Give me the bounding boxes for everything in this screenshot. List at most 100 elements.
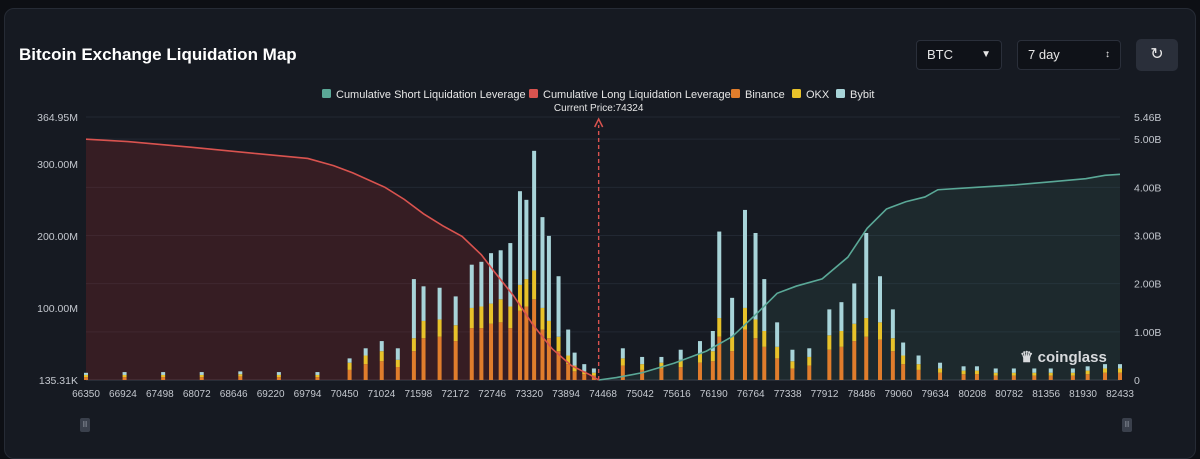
bar-okx xyxy=(775,346,780,359)
bar-bybit xyxy=(877,276,882,323)
page-title: Bitcoin Exchange Liquidation Map xyxy=(19,45,297,64)
bar-bybit xyxy=(379,341,384,352)
bar-bybit xyxy=(546,235,551,321)
bar-binance xyxy=(730,351,735,380)
y-left-tick-label: 364.95M xyxy=(37,112,78,124)
bar-okx xyxy=(498,299,503,323)
legend-label: Cumulative Long Liquidation Leverage xyxy=(543,89,731,101)
bar-bybit xyxy=(753,232,758,320)
bar-bybit xyxy=(411,279,416,339)
zoom-handle-left[interactable]: II xyxy=(80,418,90,432)
bar-bybit xyxy=(315,372,320,375)
bar-binance xyxy=(938,372,943,380)
bar-bybit xyxy=(469,264,474,308)
x-tick-label: 81930 xyxy=(1069,389,1097,400)
bar-binance xyxy=(620,365,625,380)
bar-bybit xyxy=(395,348,400,360)
bar-binance xyxy=(852,341,857,380)
bar-binance xyxy=(238,376,243,380)
bar-okx xyxy=(901,355,906,365)
bar-binance xyxy=(122,377,127,380)
bar-okx xyxy=(411,338,416,352)
legend-label: Binance xyxy=(745,89,785,101)
bar-bybit xyxy=(807,348,812,357)
x-tick-label: 66350 xyxy=(72,389,100,400)
bar-bybit xyxy=(1048,368,1053,373)
bar-binance xyxy=(161,377,166,380)
bar-bybit xyxy=(864,232,869,319)
bar-bybit xyxy=(717,231,722,319)
bar-okx xyxy=(762,330,767,347)
bar-bybit xyxy=(1011,368,1016,373)
bar-okx xyxy=(1118,368,1122,373)
bar-okx xyxy=(363,355,368,365)
refresh-button[interactable]: ↻ xyxy=(1136,39,1178,71)
bar-okx xyxy=(556,336,561,352)
bar-okx xyxy=(742,307,747,330)
bar-okx xyxy=(839,330,844,347)
x-tick-label: 68072 xyxy=(183,389,211,400)
bar-okx xyxy=(790,361,795,369)
coin-select[interactable]: BTC ▼ xyxy=(916,40,1002,70)
bar-binance xyxy=(437,336,442,380)
y-left-tick-label: 100.00M xyxy=(37,303,78,315)
bar-bybit xyxy=(890,309,895,339)
bar-bybit xyxy=(790,349,795,362)
long-liquidation-line xyxy=(85,138,600,381)
bar-okx xyxy=(379,351,384,362)
bar-okx xyxy=(566,355,571,365)
bar-binance xyxy=(508,328,513,380)
legend-swatch xyxy=(529,89,538,98)
x-tick-label: 69794 xyxy=(294,389,322,400)
bar-okx xyxy=(697,354,702,363)
bar-binance xyxy=(901,364,906,380)
zoom-scrollbar[interactable]: II II xyxy=(80,418,1132,432)
bar-binance xyxy=(678,367,683,380)
bar-binance xyxy=(864,336,869,380)
y-right-tick-label: 0 xyxy=(1134,375,1140,387)
bar-binance xyxy=(640,369,645,380)
legend-swatch xyxy=(792,89,801,98)
bar-okx xyxy=(453,325,458,342)
coinglass-watermark: ♛ coinglass xyxy=(1020,348,1107,366)
bar-okx xyxy=(678,359,683,368)
bar-bybit xyxy=(697,341,702,355)
refresh-icon: ↻ xyxy=(1150,46,1164,63)
x-tick-label: 79634 xyxy=(921,389,949,400)
x-tick-label: 77912 xyxy=(811,389,839,400)
bar-binance xyxy=(659,368,664,380)
short-liquidation-line xyxy=(598,173,1121,381)
bar-okx xyxy=(591,372,596,376)
caret-down-icon: ▼ xyxy=(981,49,991,60)
bar-binance xyxy=(315,377,320,380)
bar-binance xyxy=(1011,375,1016,380)
y-left-tick-label: 135.31K xyxy=(39,375,78,387)
bar-okx xyxy=(1011,372,1016,376)
x-tick-label: 72746 xyxy=(478,389,506,400)
bar-okx xyxy=(199,374,204,378)
bar-bybit xyxy=(1118,364,1122,369)
bar-okx xyxy=(1070,372,1075,376)
period-select-value: 7 day xyxy=(1028,47,1060,62)
x-tick-label: 76764 xyxy=(737,389,765,400)
zoom-handle-right[interactable]: II xyxy=(1122,418,1132,432)
y-left-tick-label: 200.00M xyxy=(37,231,78,243)
y-right-tick-label: 2.00B xyxy=(1134,279,1161,291)
bar-binance xyxy=(532,299,537,380)
bar-okx xyxy=(620,358,625,366)
bar-binance xyxy=(1118,372,1122,380)
y-right-tick-label: 4.00B xyxy=(1134,182,1161,194)
bar-bybit xyxy=(238,371,243,375)
bar-binance xyxy=(566,364,571,380)
bar-binance xyxy=(363,364,368,380)
x-tick-label: 80782 xyxy=(995,389,1023,400)
bar-binance xyxy=(697,362,702,380)
period-select[interactable]: 7 day ↕ xyxy=(1017,40,1121,70)
bar-okx xyxy=(1085,370,1090,375)
bar-okx xyxy=(524,279,529,307)
bar-okx xyxy=(508,306,513,329)
bar-binance xyxy=(790,368,795,380)
bar-bybit xyxy=(582,364,587,372)
bar-bybit xyxy=(161,372,166,375)
